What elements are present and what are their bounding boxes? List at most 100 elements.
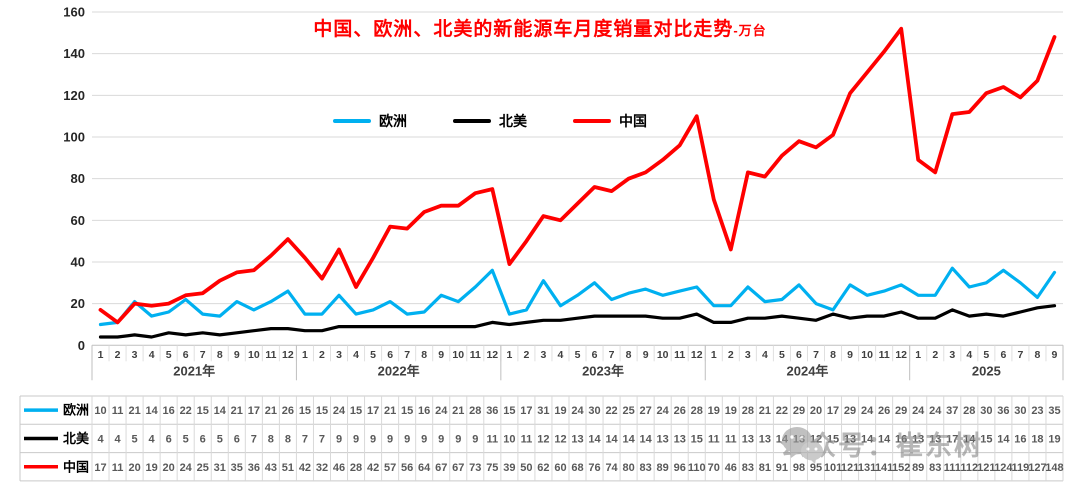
table-value: 24 xyxy=(435,405,448,417)
table-value: 68 xyxy=(571,462,583,474)
table-value: 56 xyxy=(401,462,413,474)
table-value: 26 xyxy=(674,405,686,417)
month-label: 8 xyxy=(626,349,632,361)
table-value: 14 xyxy=(588,433,601,445)
table-value: 30 xyxy=(1014,405,1026,417)
table-value: 25 xyxy=(622,405,634,417)
month-label: 4 xyxy=(762,349,768,361)
table-value: 17 xyxy=(827,405,839,417)
legend-label-europe: 欧洲 xyxy=(379,113,407,129)
legend-label-north-america: 北美 xyxy=(499,113,527,129)
month-label: 5 xyxy=(166,349,172,361)
table-value: 21 xyxy=(452,405,464,417)
month-label: 9 xyxy=(643,349,649,361)
month-label: 8 xyxy=(1035,349,1041,361)
table-value: 141 xyxy=(875,462,893,474)
table-value: 50 xyxy=(520,462,532,474)
table-value: 5 xyxy=(132,433,138,445)
month-label: 7 xyxy=(813,349,819,361)
table-value: 9 xyxy=(336,433,342,445)
table-value: 14 xyxy=(640,433,653,445)
table-value: 9 xyxy=(472,433,478,445)
y-axis-label: 80 xyxy=(71,171,85,186)
table-value: 12 xyxy=(554,433,566,445)
table-value: 64 xyxy=(418,462,431,474)
table-value: 7 xyxy=(302,433,308,445)
table-value: 14 xyxy=(605,433,618,445)
table-value: 28 xyxy=(963,405,975,417)
table-value: 11 xyxy=(487,433,499,445)
table-value: 101 xyxy=(824,462,842,474)
y-axis-label: 120 xyxy=(63,88,85,103)
y-axis-label: 20 xyxy=(71,296,85,311)
month-label: 7 xyxy=(1017,349,1023,361)
month-label: 12 xyxy=(282,349,294,361)
y-axis-label: 60 xyxy=(71,213,85,228)
month-label: 11 xyxy=(674,349,685,361)
table-value: 11 xyxy=(112,405,124,417)
table-value: 23 xyxy=(1031,405,1043,417)
y-axis-label: 40 xyxy=(71,254,85,269)
table-value: 22 xyxy=(180,405,192,417)
table-value: 37 xyxy=(946,405,958,417)
series-line-north-america xyxy=(98,304,1057,339)
table-value: 11 xyxy=(112,462,124,474)
chart-title-text: 中国、欧洲、北美的新能源车月度销量对比走势 xyxy=(313,19,734,40)
table-value: 7 xyxy=(251,433,257,445)
table-value: 14 xyxy=(214,405,227,417)
table-value: 15 xyxy=(691,433,703,445)
north-america-line-swatch xyxy=(453,119,491,123)
month-label: 9 xyxy=(847,349,853,361)
table-value: 73 xyxy=(469,462,481,474)
table-value: 13 xyxy=(759,433,771,445)
table-value: 9 xyxy=(404,433,410,445)
month-label: 7 xyxy=(609,349,615,361)
table-value: 89 xyxy=(912,462,924,474)
month-label: 7 xyxy=(404,349,410,361)
table-value: 15 xyxy=(316,405,328,417)
table-value: 12 xyxy=(810,433,822,445)
table-value: 17 xyxy=(946,433,958,445)
table-value: 9 xyxy=(438,433,444,445)
table-value: 25 xyxy=(197,462,209,474)
month-label: 2 xyxy=(523,349,529,361)
chart-legend: 欧洲 北美 中国 xyxy=(333,111,647,131)
table-value: 8 xyxy=(268,433,274,445)
table-row-label: 北美 xyxy=(63,431,90,446)
table-value: 124 xyxy=(994,462,1013,474)
table-value: 21 xyxy=(759,405,771,417)
table-value: 89 xyxy=(657,462,669,474)
table-value: 14 xyxy=(861,433,874,445)
month-label: 9 xyxy=(234,349,240,361)
table-value: 9 xyxy=(370,433,376,445)
table-value: 29 xyxy=(793,405,805,417)
month-label: 9 xyxy=(1052,349,1058,361)
table-value: 13 xyxy=(742,433,754,445)
table-value: 31 xyxy=(214,462,226,474)
month-label: 3 xyxy=(336,349,342,361)
month-label: 5 xyxy=(370,349,376,361)
month-label: 11 xyxy=(265,349,276,361)
table-value: 29 xyxy=(895,405,907,417)
table-value: 24 xyxy=(912,405,925,417)
month-label: 1 xyxy=(302,349,308,361)
table-value: 15 xyxy=(350,405,362,417)
table-value: 18 xyxy=(1031,433,1043,445)
table-value: 24 xyxy=(861,405,874,417)
month-label: 9 xyxy=(438,349,444,361)
month-label: 12 xyxy=(691,349,703,361)
table-value: 31 xyxy=(537,405,549,417)
table-value: 30 xyxy=(588,405,600,417)
table-value: 121 xyxy=(977,462,995,474)
table-value: 121 xyxy=(841,462,859,474)
table-value: 19 xyxy=(1048,433,1060,445)
table-value: 28 xyxy=(350,462,362,474)
table-value: 91 xyxy=(776,462,788,474)
table-value: 6 xyxy=(166,433,172,445)
month-label: 6 xyxy=(387,349,393,361)
month-label: 12 xyxy=(895,349,907,361)
month-label: 2 xyxy=(319,349,325,361)
table-value: 83 xyxy=(640,462,652,474)
table-value: 36 xyxy=(248,462,260,474)
month-label: 6 xyxy=(592,349,598,361)
